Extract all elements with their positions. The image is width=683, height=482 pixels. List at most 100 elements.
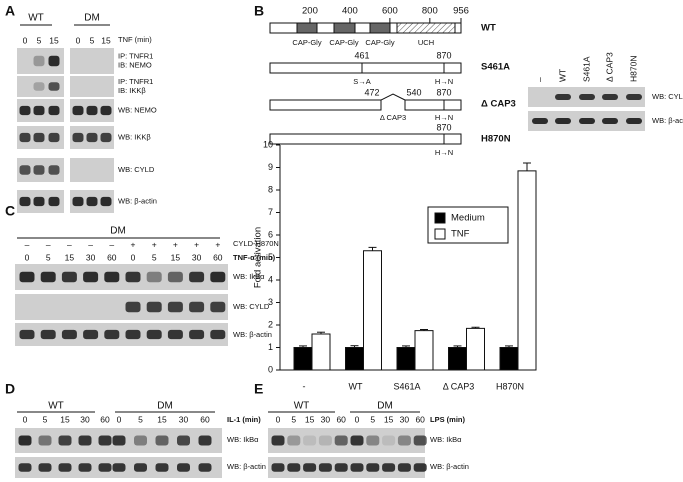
bar (293, 347, 313, 371)
y-tick-label: 2 (268, 319, 273, 329)
band (626, 118, 642, 124)
condition-mark: + (131, 239, 136, 249)
bar (499, 347, 519, 371)
panel-letter: C (5, 203, 15, 219)
blot-label: IB: IKKβ (118, 86, 146, 95)
band (58, 463, 72, 472)
protein-bar (269, 22, 462, 34)
lane-label: 0 (355, 414, 360, 424)
condition-mark: – (88, 239, 93, 249)
change-label: S→A (353, 77, 371, 86)
condition-mark: – (46, 239, 51, 249)
blot-label: WB: NEMO (118, 105, 157, 114)
protein-bar (404, 99, 462, 111)
lane-label: 0 (23, 414, 28, 424)
bar (311, 333, 331, 371)
domain-label: CAP-Gly (329, 38, 358, 47)
condition-mark: – (67, 239, 72, 249)
bar (396, 347, 416, 371)
domain (369, 22, 391, 34)
band (413, 463, 427, 472)
band (78, 435, 92, 446)
panel-letter: E (254, 381, 263, 397)
group-label: WT (48, 401, 64, 412)
lane-label: 15 (65, 252, 75, 262)
blot-label: WB: IKKβ (118, 132, 151, 141)
band (125, 271, 141, 283)
band (167, 271, 183, 283)
domain-label: UCH (418, 38, 434, 47)
band (177, 463, 190, 472)
band (413, 435, 427, 446)
band (189, 271, 205, 283)
condition-mark: – (109, 239, 114, 249)
band (177, 435, 190, 446)
lane-label: 5 (152, 252, 157, 262)
panel-letter: B (254, 3, 264, 19)
blot-label: IP: TNFR1 (118, 51, 153, 60)
band (100, 132, 112, 143)
blot (70, 48, 114, 74)
ruler-tick-label: 400 (342, 6, 358, 17)
band (78, 463, 92, 472)
lane-label: 0 (131, 252, 136, 262)
legend-label: TNF (451, 229, 470, 240)
lane-label: 60 (415, 414, 425, 424)
group-label: DM (110, 226, 126, 237)
blot (15, 323, 228, 346)
legend-label: Medium (451, 213, 485, 224)
blot-label: WB: β-actin (233, 330, 272, 339)
band (125, 301, 141, 313)
condition-label: CYLD-H870N (233, 239, 279, 248)
y-tick-label: 10 (263, 139, 273, 149)
band (287, 435, 301, 446)
lane-label: 60 (336, 414, 346, 424)
band (198, 463, 212, 472)
band (334, 463, 348, 472)
y-tick-label: 9 (268, 162, 273, 172)
band (72, 196, 84, 207)
ruler-tick-label: 600 (382, 6, 398, 17)
lane-label: WT (557, 69, 567, 82)
band (350, 463, 364, 472)
blot (17, 76, 64, 97)
band (155, 435, 169, 446)
x-tick-label: H870N (496, 381, 524, 391)
blot-label: WB: IkBα (233, 272, 265, 281)
band (86, 196, 98, 207)
lane-label: 15 (101, 35, 111, 45)
blot-label: WB: β-actin (227, 462, 266, 471)
blot (70, 76, 114, 97)
band (602, 118, 618, 124)
band (626, 94, 642, 100)
blot-label: IP: TNFR1 (118, 77, 153, 86)
band (33, 132, 45, 143)
lane-label: 5 (90, 35, 95, 45)
lane-label: 5 (138, 414, 143, 424)
lane-label: 5 (291, 414, 296, 424)
band (318, 435, 332, 446)
lane-label: 0 (25, 252, 30, 262)
lane-label: H870N (628, 56, 638, 82)
y-tick-label: 5 (268, 252, 273, 262)
bar (363, 250, 382, 371)
band (104, 329, 120, 340)
band (555, 94, 571, 100)
band (112, 463, 126, 472)
band (48, 55, 60, 67)
panel-letter: A (5, 3, 15, 19)
lane-label: 15 (384, 414, 394, 424)
lane-label: 60 (100, 414, 110, 424)
condition-mark: + (173, 239, 178, 249)
band (397, 463, 411, 472)
band (48, 165, 60, 175)
y-tick-label: 3 (268, 297, 273, 307)
bar (517, 170, 537, 371)
band (72, 132, 84, 143)
lane-label: 15 (305, 414, 315, 424)
domain-label: CAP-Gly (292, 38, 321, 47)
band (210, 301, 226, 313)
band (146, 271, 162, 283)
blot-label: WB: β-actin (652, 116, 683, 125)
